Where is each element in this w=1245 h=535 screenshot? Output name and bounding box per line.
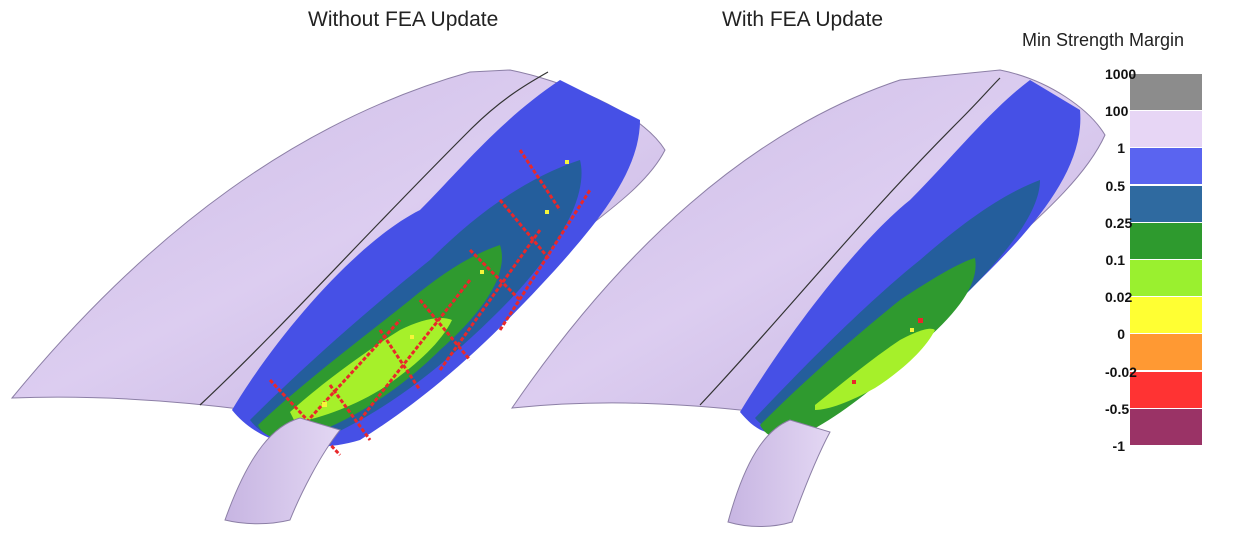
colorbar-tick-label: -0.5 xyxy=(1105,400,1130,417)
colorbar-tick-label: -1 xyxy=(1112,438,1125,454)
left-wing-margin-lime xyxy=(290,318,452,422)
left-wing-yellow-hotspots xyxy=(322,160,569,407)
left-panel-title: Without FEA Update xyxy=(308,8,499,31)
colorbar-swatch xyxy=(1130,148,1202,185)
colorbar-legend: 1000 100 1 0.5 0.25 0.1 0.02 0 -0.02 -0.5 -1 xyxy=(1105,66,1245,468)
colorbar-tick-label: 100 xyxy=(1105,103,1129,120)
colorbar-swatch xyxy=(1130,260,1202,296)
colorbar-tick-label: 0.5 xyxy=(1105,177,1125,194)
left-wing-spar-line xyxy=(199,71,549,406)
right-wing-margin-blue xyxy=(740,80,1081,434)
legend-title: Min Strength Margin xyxy=(1022,30,1185,50)
colorbar-tick-label: 0 xyxy=(1117,326,1125,343)
right-wing-hotspots xyxy=(852,318,923,384)
colorbar-swatch xyxy=(1130,297,1202,334)
right-panel-title: With FEA Update xyxy=(722,8,884,31)
right-wing-margin-lime xyxy=(815,328,935,410)
left-wing-model xyxy=(10,69,666,525)
colorbar-swatch xyxy=(1130,408,1202,445)
colorbar-swatch xyxy=(1130,371,1202,408)
left-wing-leading-edge-nose xyxy=(224,417,341,525)
right-wing-spar-line xyxy=(699,77,1001,406)
colorbar-swatch xyxy=(1130,222,1202,259)
right-wing-margin-green xyxy=(760,258,976,440)
colorbar-swatch xyxy=(1130,111,1202,148)
colorbar-swatch xyxy=(1130,74,1202,110)
right-wing-model xyxy=(510,69,1106,527)
colorbar-tick-label: 1 xyxy=(1117,140,1125,157)
colorbar-swatch xyxy=(1130,185,1202,222)
colorbar-tick-label: 0.1 xyxy=(1105,252,1125,268)
right-wing-leading-edge-nose xyxy=(727,419,831,527)
colorbar-swatch xyxy=(1130,334,1202,371)
